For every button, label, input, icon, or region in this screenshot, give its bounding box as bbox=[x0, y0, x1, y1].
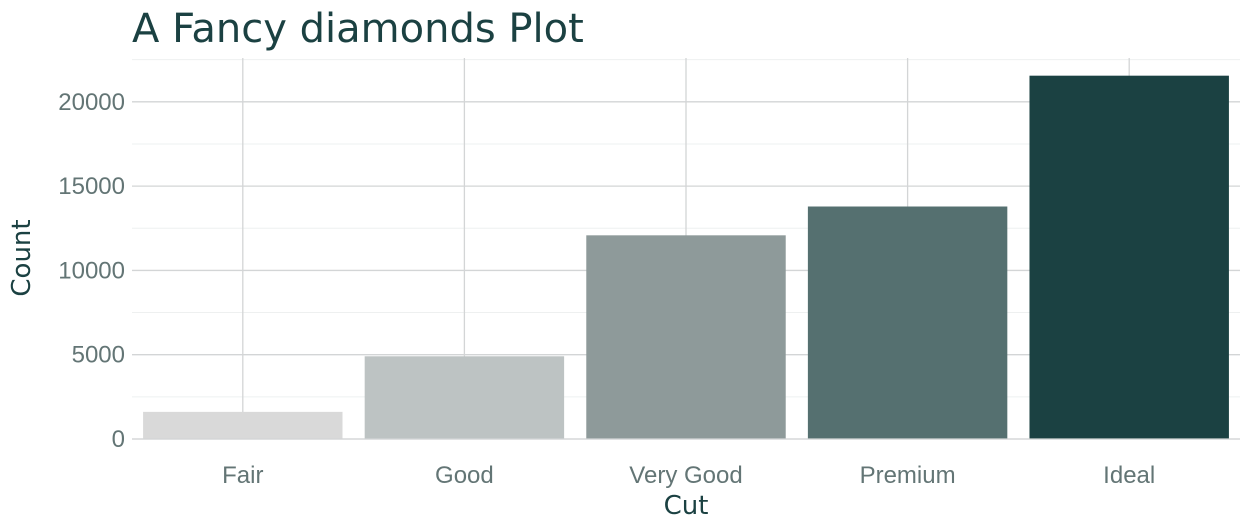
y-tick-label: 10000 bbox=[58, 257, 125, 284]
bar-good bbox=[364, 356, 565, 439]
x-tick-label: Ideal bbox=[1103, 462, 1155, 489]
x-tick-label: Very Good bbox=[629, 462, 742, 489]
y-tick-label: 15000 bbox=[58, 173, 125, 200]
bars bbox=[132, 75, 1240, 440]
chart-title: A Fancy diamonds Plot bbox=[132, 6, 584, 52]
y-tick-label: 0 bbox=[112, 426, 125, 453]
x-axis-title: Cut bbox=[664, 491, 709, 521]
bar-very-good bbox=[586, 235, 786, 439]
x-axis-ticks: Fair Good Very Good Premium Ideal bbox=[222, 462, 1155, 489]
x-tick-label: Premium bbox=[860, 462, 956, 489]
y-tick-label: 5000 bbox=[72, 342, 125, 369]
y-axis-ticks: 0 5000 10000 15000 20000 bbox=[58, 89, 125, 453]
bar-ideal bbox=[1029, 75, 1229, 439]
bar-premium bbox=[807, 206, 1008, 439]
x-tick-label: Good bbox=[435, 462, 494, 489]
y-tick-label: 20000 bbox=[58, 89, 125, 116]
y-axis-title: Count bbox=[7, 219, 37, 296]
x-tick-label: Fair bbox=[222, 462, 263, 489]
bar-fair bbox=[143, 411, 343, 439]
